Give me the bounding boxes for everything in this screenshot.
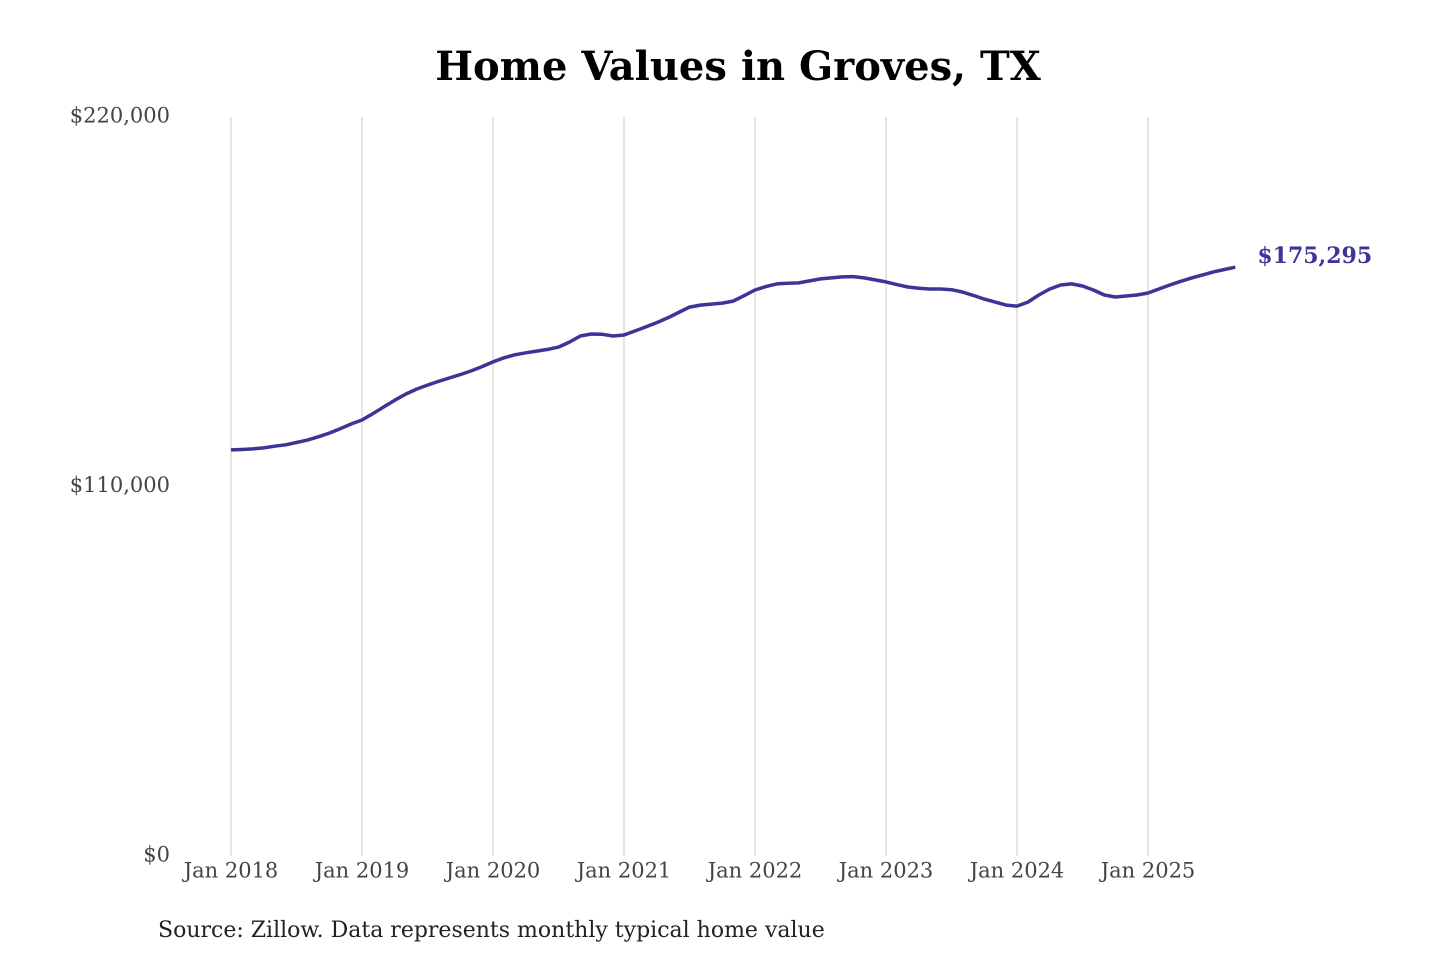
x-tick-label: Jan 2018 — [182, 859, 279, 883]
x-tick-label: Jan 2023 — [837, 859, 934, 883]
source-note: Source: Zillow. Data represents monthly … — [158, 918, 825, 943]
x-tick-label: Jan 2021 — [575, 859, 672, 883]
x-tick-label: Jan 2024 — [968, 859, 1065, 883]
chart-title: Home Values in Groves, TX — [435, 43, 1041, 90]
x-tick-label: Jan 2020 — [444, 859, 541, 883]
y-tick-label: $110,000 — [70, 473, 170, 497]
line — [230, 265, 1236, 452]
x-tick-label: Jan 2022 — [706, 859, 803, 883]
y-tick-label: $0 — [143, 843, 170, 867]
x-tick-label: Jan 2019 — [313, 859, 410, 883]
x-tick-label: Jan 2025 — [1099, 859, 1196, 883]
y-tick-label: $220,000 — [70, 104, 170, 128]
value-label: $175,295 — [1257, 243, 1372, 269]
